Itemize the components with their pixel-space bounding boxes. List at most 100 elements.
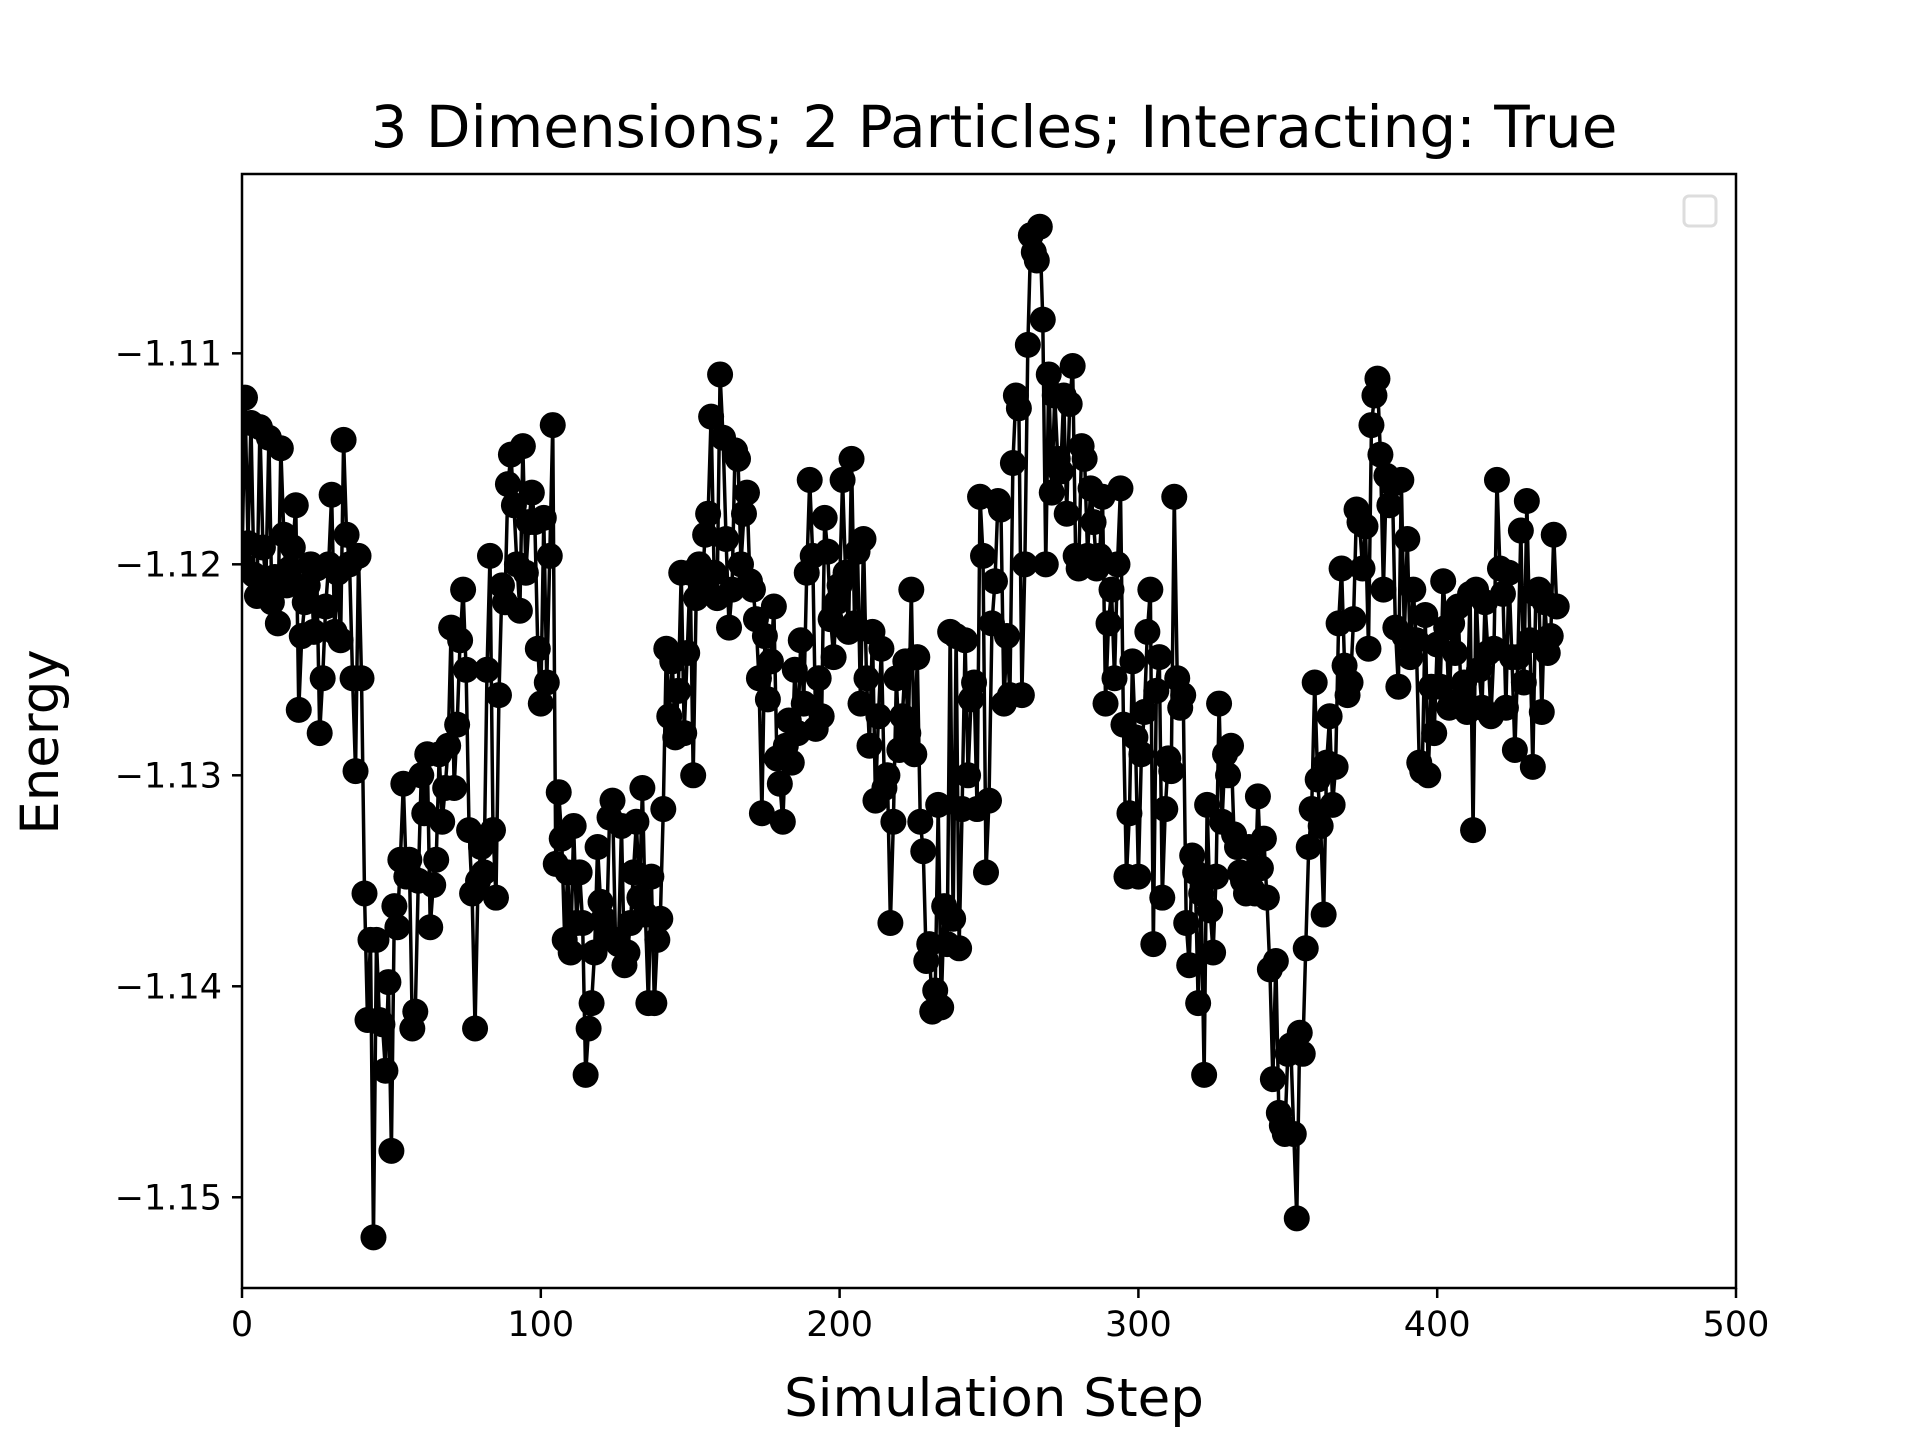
data-point [1495,559,1522,586]
data-point [832,559,859,586]
data-point [518,479,545,506]
data-point [333,521,360,548]
data-point [1203,863,1230,890]
x-tick-label: 400 [1404,1305,1471,1345]
data-point [1337,669,1364,696]
data-point [769,808,796,835]
data-point [1292,935,1319,962]
data-point [1176,952,1203,979]
data-point [865,703,892,730]
data-point [1128,741,1155,768]
data-point [904,644,931,671]
data-point [671,720,698,747]
data-point [512,559,539,586]
data-point [1146,644,1173,671]
data-point [1029,306,1056,333]
data-point [1537,623,1564,650]
data-point [680,762,707,789]
data-point [647,905,674,932]
data-point [1095,610,1122,637]
data-point [1289,1040,1316,1067]
data-point [509,433,536,460]
data-point [781,656,808,683]
data-point [1540,521,1567,548]
x-tick-label: 500 [1703,1305,1770,1345]
data-point [384,914,411,941]
data-point [1415,762,1442,789]
data-point [940,905,967,932]
data-point [1376,492,1403,519]
data-point [925,791,952,818]
data-point [1059,353,1086,379]
data-point [1026,213,1053,240]
data-point [901,741,928,768]
data-point [1364,365,1391,392]
y-tick-label: −1.14 [115,967,222,1007]
data-point [739,576,766,603]
data-point [1543,593,1570,620]
data-point [267,435,294,462]
data-point [1301,669,1328,696]
data-point [1355,635,1382,662]
data-point [910,838,937,865]
data-point [993,623,1020,650]
data-point [1119,648,1146,675]
data-point [1035,361,1062,388]
data-point [378,1137,405,1164]
data-point [674,639,701,666]
data-point [1483,466,1510,493]
data-point [242,384,258,411]
data-point [1367,441,1394,468]
data-point [560,812,587,839]
data-point [999,450,1026,477]
data-point [766,770,793,797]
data-point [1107,475,1134,502]
data-point [533,669,560,696]
data-point [453,656,480,683]
data-point [345,542,372,569]
data-point [417,914,444,941]
data-point [539,412,566,439]
data-point [853,665,880,692]
data-point [1442,639,1469,666]
data-point [1283,1205,1310,1232]
data-point [1513,488,1540,515]
data-point [955,762,982,789]
data-point [1170,682,1197,709]
data-point [970,542,997,569]
data-point [348,665,375,692]
data-point [1519,753,1546,780]
data-point [829,466,856,493]
data-point [1352,513,1379,540]
data-point [733,479,760,506]
data-point [572,1061,599,1088]
data-point [477,542,503,569]
data-point [1385,673,1412,700]
data-point [838,445,865,472]
data-point [665,677,692,704]
data-point [961,669,988,696]
data-point [1322,753,1349,780]
x-tick-label: 200 [806,1305,873,1345]
data-point [566,859,593,886]
data-point [527,690,554,717]
data-point [360,1224,387,1251]
data-point [1023,247,1050,274]
data-point [895,720,922,747]
data-point [372,1057,399,1084]
data-point [730,500,757,527]
data-point [1101,665,1128,692]
data-point [381,893,408,920]
data-point [1173,910,1200,936]
data-point [1071,445,1098,472]
data-point [1080,509,1107,536]
chart-title: 3 Dimensions; 2 Particles; Interacting: … [371,93,1618,161]
data-point [1104,551,1131,578]
data-point [363,926,390,953]
data-point [1143,677,1170,704]
data-point [1131,699,1158,726]
data-point [1137,576,1164,603]
data-point [808,703,835,730]
data-point [444,711,471,738]
data-point [1206,690,1233,717]
